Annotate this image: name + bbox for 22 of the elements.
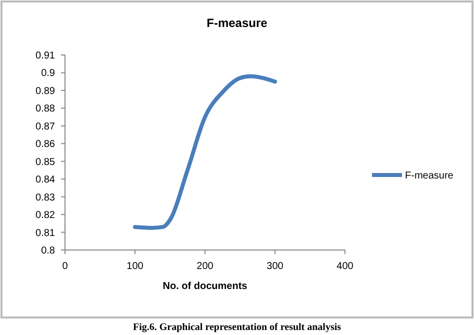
y-tick-label: 0.83 [36,192,56,204]
x-tick-label: 300 [266,261,284,272]
y-tick-label: 0.82 [36,210,56,222]
line-series [133,74,277,230]
x-tick-label: 100 [126,261,144,272]
x-tick-label: 0 [62,261,68,272]
caption: Fig.6. Graphical representation of result analysis [132,322,342,333]
y-tick-label: 0.9 [41,68,56,80]
legend-label: F-measure [405,170,454,182]
x-tick-label: 200 [196,261,214,272]
y-tick-label: 0.85 [36,156,56,168]
y-tick-label: 0.87 [36,121,56,132]
y-tick-label: 0.84 [36,174,56,186]
y-tick-label: 0.91 [36,50,56,62]
y-tick-label: 0.8 [41,246,56,256]
y-tick-label: 0.86 [36,139,56,150]
y-tick-label: 0.81 [36,228,56,239]
chart-title: F-measure [206,16,268,30]
y-tick-label: 0.88 [36,104,56,115]
x-tick-label: 400 [336,261,354,272]
y-tick-label: 0.89 [36,86,56,97]
x-axis-title: No. of documents [162,281,248,292]
